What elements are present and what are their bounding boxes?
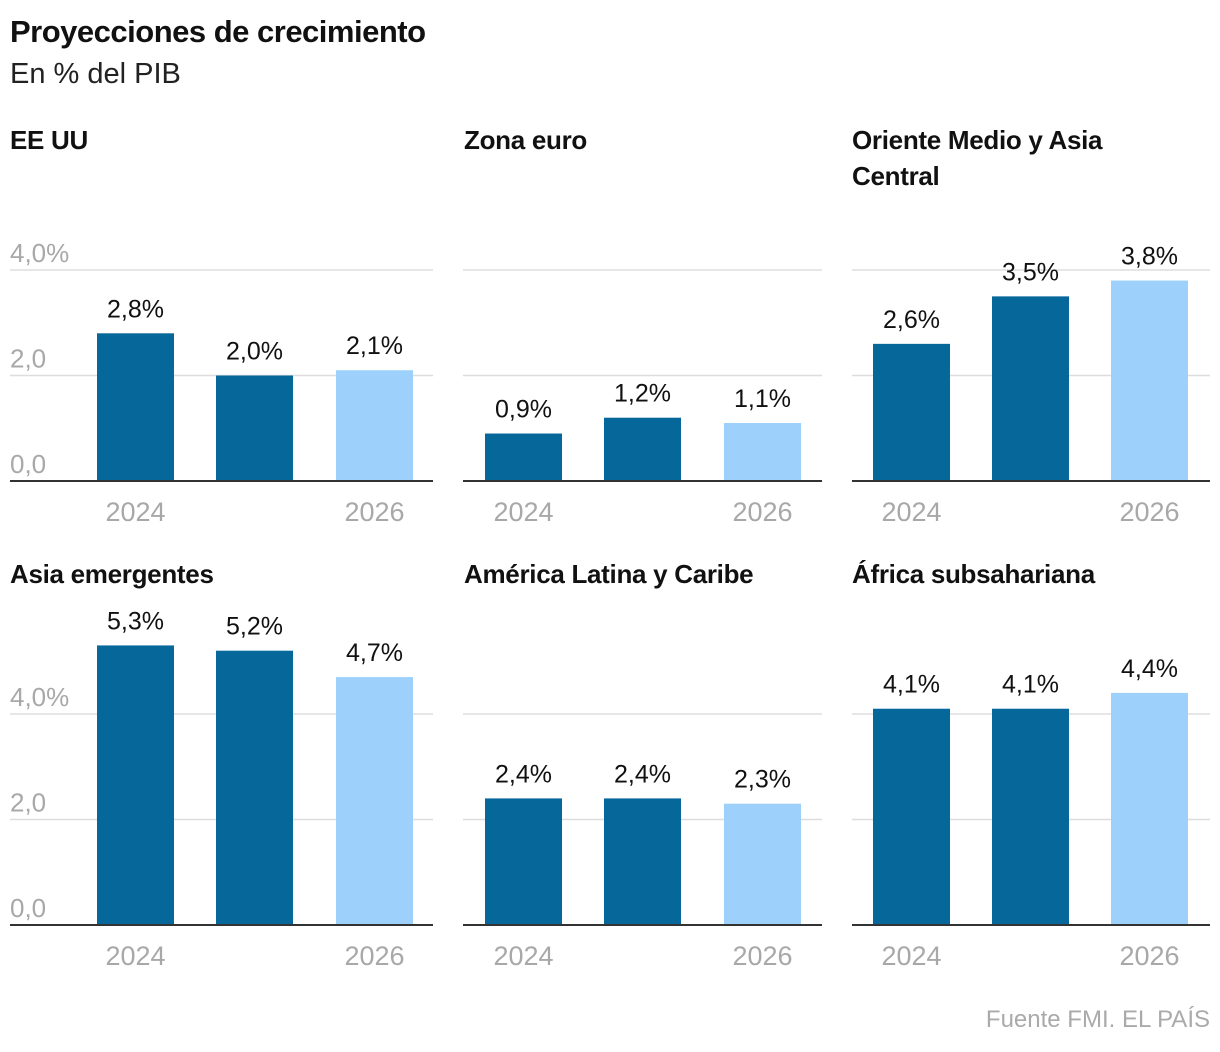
bar	[873, 708, 950, 925]
bar	[604, 417, 681, 481]
x-tick-label: 2024	[105, 941, 165, 971]
bar	[485, 433, 562, 481]
data-label: 4,4%	[1121, 655, 1178, 683]
data-label: 4,7%	[346, 639, 403, 667]
x-tick-label: 2026	[344, 497, 404, 527]
bar	[604, 798, 681, 925]
data-label: 4,1%	[1002, 671, 1059, 699]
x-tick-label: 2024	[493, 497, 553, 527]
bar	[97, 333, 174, 481]
data-label: 2,6%	[883, 306, 940, 334]
x-tick-label: 2026	[1119, 941, 1179, 971]
data-label: 0,9%	[495, 396, 552, 424]
bar	[216, 375, 293, 481]
data-label: 3,8%	[1121, 243, 1178, 271]
bar	[992, 296, 1069, 481]
data-label: 2,3%	[734, 766, 791, 794]
x-tick-label: 2026	[732, 497, 792, 527]
panel-title: EE UU	[10, 125, 88, 155]
x-tick-label: 2024	[493, 941, 553, 971]
x-tick-label: 2026	[732, 941, 792, 971]
bar	[336, 677, 413, 925]
data-label: 2,0%	[226, 338, 283, 366]
panel-title: América Latina y Caribe	[464, 559, 754, 589]
data-label: 2,8%	[107, 295, 164, 323]
data-label: 1,2%	[614, 380, 671, 408]
data-label: 5,2%	[226, 613, 283, 641]
data-label: 2,4%	[614, 760, 671, 788]
x-tick-label: 2026	[1119, 497, 1179, 527]
bar	[992, 708, 1069, 925]
panel-title: África subsahariana	[852, 559, 1095, 589]
bar	[1111, 692, 1188, 925]
bar	[873, 343, 950, 481]
x-tick-label: 2024	[105, 497, 165, 527]
y-tick-label: 4,0%	[10, 682, 69, 712]
panel-title: Asia emergentes	[10, 559, 214, 589]
panel-title: Zona euro	[464, 125, 587, 155]
data-label: 5,3%	[107, 607, 164, 635]
y-tick-label: 0,0	[10, 449, 46, 479]
bar	[1111, 280, 1188, 481]
bar	[724, 422, 801, 481]
data-label: 3,5%	[1002, 258, 1059, 286]
data-label: 2,4%	[495, 760, 552, 788]
bar	[336, 370, 413, 481]
source-note: Fuente FMI. EL PAÍS	[985, 1006, 1210, 1033]
data-label: 1,1%	[734, 385, 791, 413]
bar	[485, 798, 562, 925]
y-tick-label: 0,0	[10, 893, 46, 923]
chart-title: Proyecciones de crecimiento	[10, 14, 426, 49]
bar	[724, 803, 801, 925]
x-tick-label: 2024	[881, 497, 941, 527]
bar	[97, 645, 174, 925]
chart-subtitle: En % del PIB	[10, 58, 181, 90]
y-tick-label: 2,0	[10, 344, 46, 374]
x-tick-label: 2024	[881, 941, 941, 971]
y-tick-label: 4,0%	[10, 238, 69, 268]
y-tick-label: 2,0	[10, 788, 46, 818]
panel-title: Oriente Medio y Asia Central	[852, 125, 1103, 191]
data-label: 2,1%	[346, 332, 403, 360]
x-tick-label: 2026	[344, 941, 404, 971]
bar	[216, 650, 293, 925]
data-label: 4,1%	[883, 671, 940, 699]
